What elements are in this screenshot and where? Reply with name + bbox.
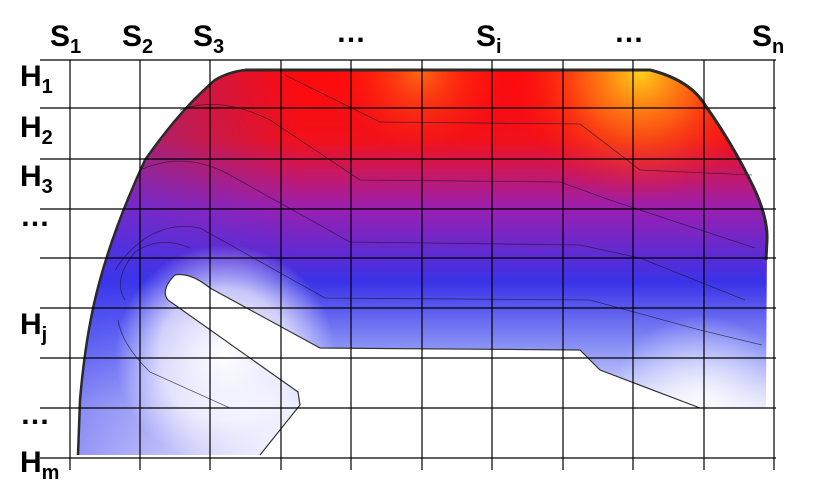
column-label-ellipsis-1: … <box>336 16 367 49</box>
shape-outline-left <box>76 68 246 456</box>
shape-outline <box>245 68 769 261</box>
row-label-hm: Hm <box>20 446 60 484</box>
row-label-hj: Hj <box>20 308 48 346</box>
grid-lines <box>40 59 776 470</box>
row-label-h2: H2 <box>20 111 53 149</box>
row-label-ellipsis-1: … <box>20 200 51 233</box>
column-label-si: Si <box>476 20 502 58</box>
slot-outline-lower <box>167 299 301 456</box>
row-label-h3: H3 <box>20 160 53 198</box>
column-label-s1: S1 <box>50 20 82 58</box>
column-label-s2: S2 <box>122 20 154 58</box>
column-label-s3: S3 <box>193 20 225 58</box>
column-label-sn: Sn <box>752 20 785 58</box>
row-label-ellipsis-2: … <box>20 398 51 431</box>
column-label-ellipsis-2: … <box>614 16 645 49</box>
row-label-h1: H1 <box>20 60 53 98</box>
